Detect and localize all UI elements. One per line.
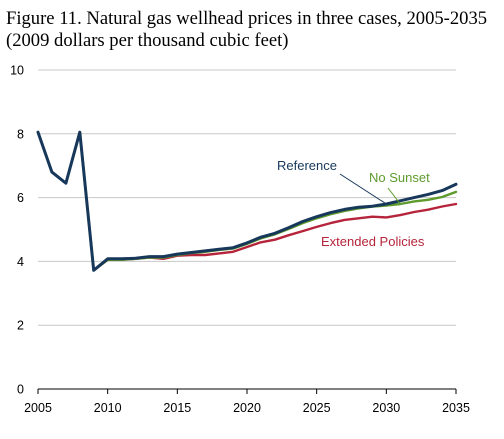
series-label-reference: Reference xyxy=(277,158,337,173)
chart-title-block: Figure 11. Natural gas wellhead prices i… xyxy=(6,8,500,52)
y-tick-label: 10 xyxy=(10,64,24,78)
y-tick-label: 2 xyxy=(17,319,24,333)
y-tick-label: 4 xyxy=(17,255,24,269)
x-tick-label: 2020 xyxy=(233,401,261,415)
chart-subtitle: (2009 dollars per thousand cubic feet) xyxy=(6,30,289,51)
x-tick-label: 2005 xyxy=(24,401,52,415)
x-axis: 2005 2010 2015 2020 2025 2030 2035 xyxy=(24,388,470,415)
x-tick-label: 2010 xyxy=(94,401,122,415)
label-leader-line xyxy=(339,173,387,205)
series-lines xyxy=(36,130,458,272)
x-tick-label: 2015 xyxy=(163,401,191,415)
y-tick-label: 6 xyxy=(17,191,24,205)
chart-title: Figure 11. Natural gas wellhead prices i… xyxy=(6,8,488,29)
label-leader-line xyxy=(387,187,401,205)
x-tick-label: 2030 xyxy=(372,401,400,415)
series-label-extended-policies: Extended Policies xyxy=(321,234,425,249)
x-tick-label: 2035 xyxy=(442,401,470,415)
series-line-reference xyxy=(36,130,458,272)
series-labels: Extended Policies No Sunset Reference xyxy=(277,158,430,249)
grid-lines xyxy=(38,69,456,326)
x-tick-label: 2025 xyxy=(303,401,331,415)
series-label-no-sunset: No Sunset xyxy=(369,170,430,185)
y-tick-label: 8 xyxy=(17,127,24,141)
y-tick-label: 0 xyxy=(17,383,24,397)
y-axis-ticks: 0 2 4 6 8 10 xyxy=(10,64,24,397)
